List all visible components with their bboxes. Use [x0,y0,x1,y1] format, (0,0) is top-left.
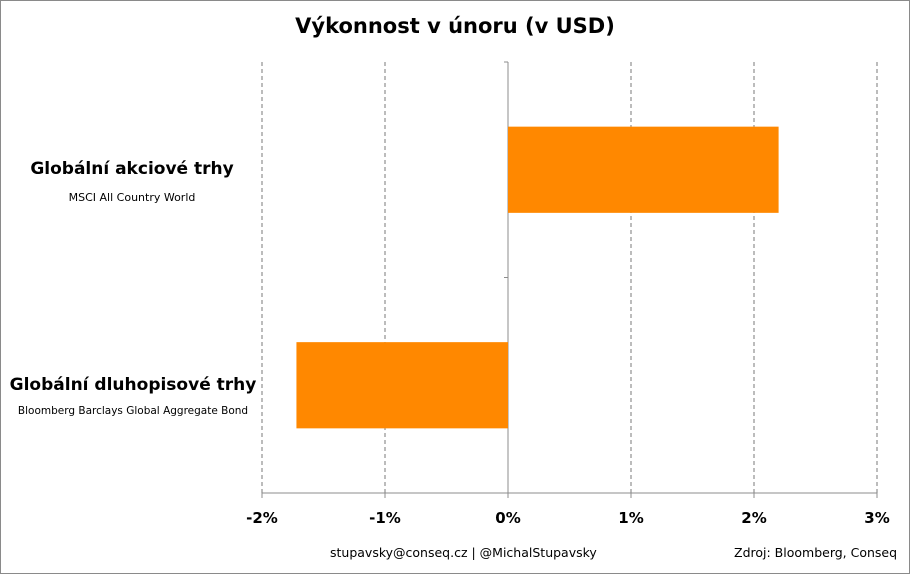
chart-title: Výkonnost v únoru (v USD) [295,14,615,38]
x-tick-label-3: 1% [618,509,643,527]
bar-0 [508,126,779,213]
footer-contact: stupavsky@conseq.cz | @MichalStupavsky [330,545,597,560]
category-subtitle-equity: MSCI All Country World [68,191,196,204]
category-name-bonds: Globální dluhopisové trhy [9,375,257,395]
category-label-bonds: Globální dluhopisové trhy Bloomberg Barc… [8,375,258,417]
x-tick-label-0: -2% [246,509,278,527]
footer-source: Zdroj: Bloomberg, Conseq [734,545,898,560]
x-tick-label-4: 2% [741,509,766,527]
x-tick-label-1: -1% [369,509,401,527]
bar-1 [296,342,508,429]
x-tick-label-2: 0% [495,509,520,527]
category-label-equity: Globální akciové trhy MSCI All Country W… [12,159,252,204]
category-subtitle-bonds: Bloomberg Barclays Global Aggregate Bond [17,405,249,417]
x-tick-label-5: 3% [864,509,889,527]
category-name-equity: Globální akciové trhy [30,159,234,179]
